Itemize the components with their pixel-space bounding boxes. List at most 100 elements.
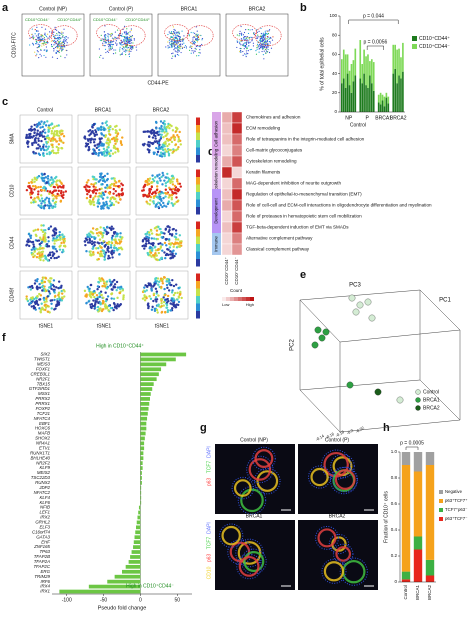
flow-event [265,52,267,54]
flow-event [108,41,110,43]
y-tick-label: ETV1 [39,445,51,450]
tsne-cell [167,154,171,157]
tsne-cell [31,252,35,255]
flow-event [114,31,116,33]
term-label: Chemokines and adhesion [246,115,301,120]
tsne-cell [40,240,44,244]
tsne-cell [153,307,157,311]
bar-segment [396,49,398,84]
flow-event [39,44,41,46]
tsne-cell [175,196,178,199]
pca-point [348,294,356,302]
flow-event [126,50,128,52]
tsne-cell [155,146,158,150]
tsne-cell [92,175,96,179]
tsne-cell [97,301,100,305]
tsne-cell [46,174,50,178]
tsne-cell [149,195,153,199]
flow-event [32,35,34,37]
tsne-cell [143,299,147,302]
column-label: CD10⁺CD44⁻ [234,256,239,284]
tsne-cell [60,133,63,136]
tsne-cell [47,124,51,127]
axis-label: tSNE1 [97,323,112,329]
tsne-cell [53,189,56,192]
tsne-cell [33,282,37,285]
tsne-cell [148,177,152,180]
y-tick-label: FOXF1 [36,366,51,371]
flow-event [66,54,68,56]
heat-cell [231,199,243,212]
tsne-cell [28,187,32,190]
tsne-cell [161,236,164,240]
tsne-cell [143,184,146,188]
tsne-cell [36,122,40,126]
tsne-cell [35,297,38,300]
tsne-cell [51,239,55,242]
tsne-cell [106,206,109,209]
duct [317,528,337,548]
tsne-cell [47,126,50,129]
flow-event [54,26,56,28]
flow-event [251,29,253,31]
tsne-cell [159,136,163,139]
tsne-cell [143,286,146,289]
bar-segment [372,90,375,112]
flow-event [194,35,196,37]
tsne-cell [148,247,151,250]
tsne-cell [167,177,171,181]
flow-event [260,44,262,46]
bar [140,500,142,505]
tsne-cell [94,144,97,147]
flow-event [115,52,117,54]
flow-event [45,56,47,58]
bar-segment [371,59,373,84]
flow-event [242,50,244,53]
flow-event [178,32,180,34]
flow-event [125,32,127,34]
tsne-cell [85,184,88,187]
tsne-cell [160,231,163,235]
tsne-cell [149,188,153,191]
tsne-cell [52,247,55,250]
flow-event [201,38,204,40]
flow-event [35,43,37,45]
tsne-cell [55,140,58,143]
flow-event [257,45,260,47]
tsne-cell [60,146,63,150]
tsne-cell [153,131,156,135]
flow-event [34,51,36,53]
tsne-cell [150,141,153,145]
y-tick-label: NFATC4 [34,416,51,421]
tsne-cell [94,188,97,192]
tsne-cell [148,233,151,237]
tsne-cell [38,256,41,260]
y-tick-label: HOXC6 [35,426,51,431]
flow-event [270,47,273,49]
flow-event [173,35,175,37]
tsne-cell [42,186,45,190]
tsne-cell [163,241,167,245]
flow-event [36,47,38,49]
tsne-cell [146,235,149,239]
tsne-cell [106,257,110,260]
flow-event [57,51,60,53]
flow-event [261,37,264,39]
tsne-cell [107,129,111,133]
flow-event [262,45,264,47]
group-band [212,156,221,189]
flow-event [119,54,121,56]
bar [140,377,157,382]
flow-event [262,40,264,42]
tsne-cell [110,297,113,300]
tsne-cell [40,177,44,180]
tsne-cell [91,293,94,296]
flow-event [174,55,176,57]
column-label: CD10⁺CD44⁺ [224,256,229,284]
bar [140,382,154,386]
axis-label: % of total epithelial cells [319,37,325,91]
tsne-cell [112,297,116,301]
flow-event [242,45,244,47]
tsne-cell [172,242,176,246]
legend-label: TCF7⁺p63⁻ [445,507,467,512]
